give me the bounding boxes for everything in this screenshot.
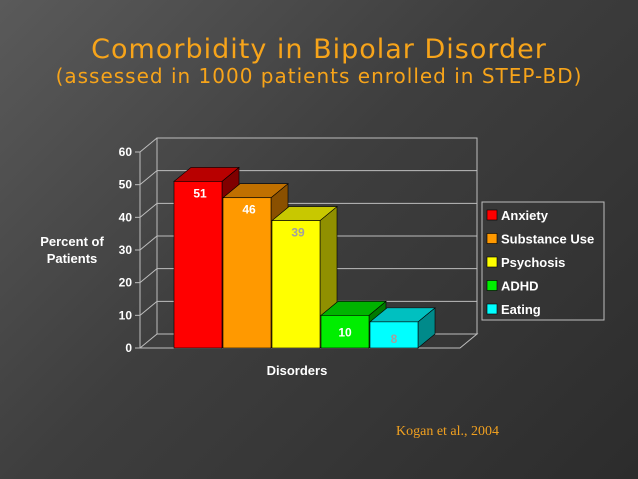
bar-data-label: 10	[338, 325, 352, 339]
gridline	[139, 235, 477, 251]
gridline	[139, 170, 477, 186]
y-tick-label: 40	[119, 210, 133, 224]
y-tick-label: 30	[119, 243, 133, 257]
slide-subtitle: (assessed in 1000 patients enrolled in S…	[55, 64, 583, 88]
bar	[222, 197, 272, 349]
bar	[271, 220, 321, 349]
legend-item-label: Eating	[501, 302, 541, 317]
legend-item-label: ADHD	[501, 279, 539, 294]
legend-box	[481, 201, 605, 321]
y-tick-label: 50	[119, 178, 133, 192]
gridline	[139, 268, 477, 284]
x-axis-title: Disorders	[267, 363, 328, 378]
legend-swatch	[486, 209, 498, 221]
y-axis-title: Percent of	[40, 234, 104, 249]
y-tick-label: 60	[119, 145, 133, 159]
y-axis-title: Patients	[47, 251, 98, 266]
legend-item-label: Substance Use	[501, 232, 594, 247]
bar-data-label: 39	[291, 226, 305, 240]
legend-item-label: Psychosis	[501, 255, 565, 270]
bar-data-label: 51	[193, 186, 207, 200]
y-tick-label: 20	[119, 276, 133, 290]
legend-swatch	[486, 303, 498, 315]
bar-data-label: 46	[242, 203, 256, 217]
bar	[320, 315, 370, 349]
y-tick-label: 0	[125, 341, 132, 355]
slide-title: Comorbidity in Bipolar Disorder	[91, 34, 547, 65]
gridline	[139, 202, 477, 218]
legend-swatch	[486, 280, 498, 291]
legend-swatch	[486, 233, 498, 244]
bar	[173, 181, 223, 349]
legend-swatch	[486, 256, 498, 268]
bar-data-label: 8	[391, 332, 398, 346]
gridline	[139, 137, 477, 153]
bar	[369, 321, 419, 349]
legend-item-label: Anxiety	[501, 208, 549, 223]
citation: Kogan et al., 2004	[396, 424, 500, 439]
y-tick-label: 10	[119, 308, 133, 322]
